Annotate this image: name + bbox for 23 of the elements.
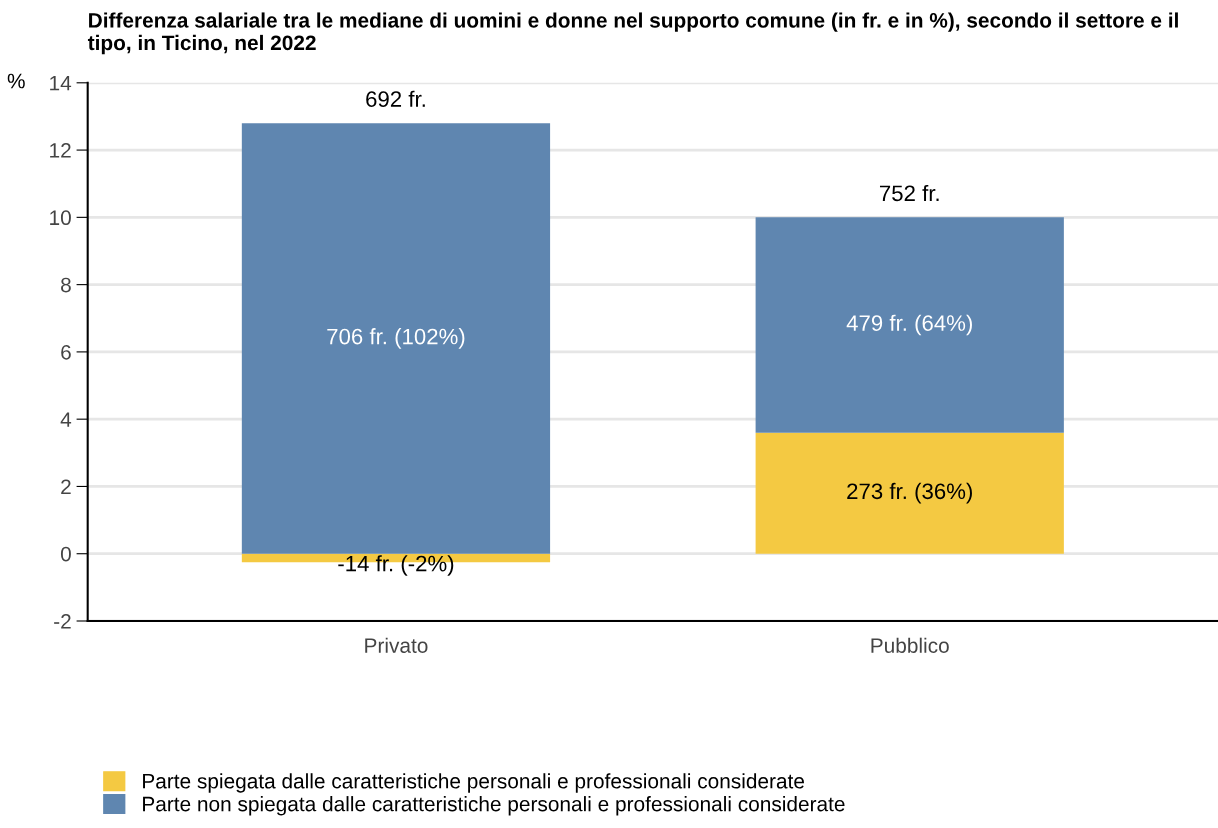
annotation: 273 fr. (36%) (847, 482, 972, 504)
x-tick-label: Privato (365, 637, 428, 653)
chart-title: Differenza salariale tra le mediane di uomini e donne nel supporto comune (in fr. e in %), secondo il settore e il tipo, in Ticino, nel 2022 (87, 12, 1178, 55)
y-tick-label: 14 (50, 76, 72, 91)
bar (241, 123, 551, 554)
y-tick-label: 0 (60, 546, 71, 562)
annotation: 706 fr. (102%) (327, 328, 465, 349)
y-tick-label: 4 (60, 412, 72, 427)
y-tick-label: 8 (61, 277, 71, 293)
y-tick-label: 6 (61, 344, 71, 360)
legend-label: Parte non spiegata dalle caratteristiche personali e professionali considerate (143, 796, 845, 816)
x-tick-label: Pubblico (871, 637, 949, 653)
y-axis-title: % (7, 73, 25, 89)
annotation: 752 fr. (879, 184, 939, 202)
annotation: 692 fr. (366, 90, 425, 107)
legend-label: Parte spiegata dalle caratteristiche personali e professionali considerate (143, 773, 804, 793)
bar (755, 217, 1064, 433)
y-tick-label: 10 (50, 210, 71, 226)
y-tick-label: -2 (54, 614, 71, 629)
y-tick-label: 12 (50, 143, 71, 158)
annotation: 479 fr. (64%) (846, 314, 972, 336)
bar (755, 432, 1064, 554)
y-tick-label: 2 (61, 479, 71, 494)
